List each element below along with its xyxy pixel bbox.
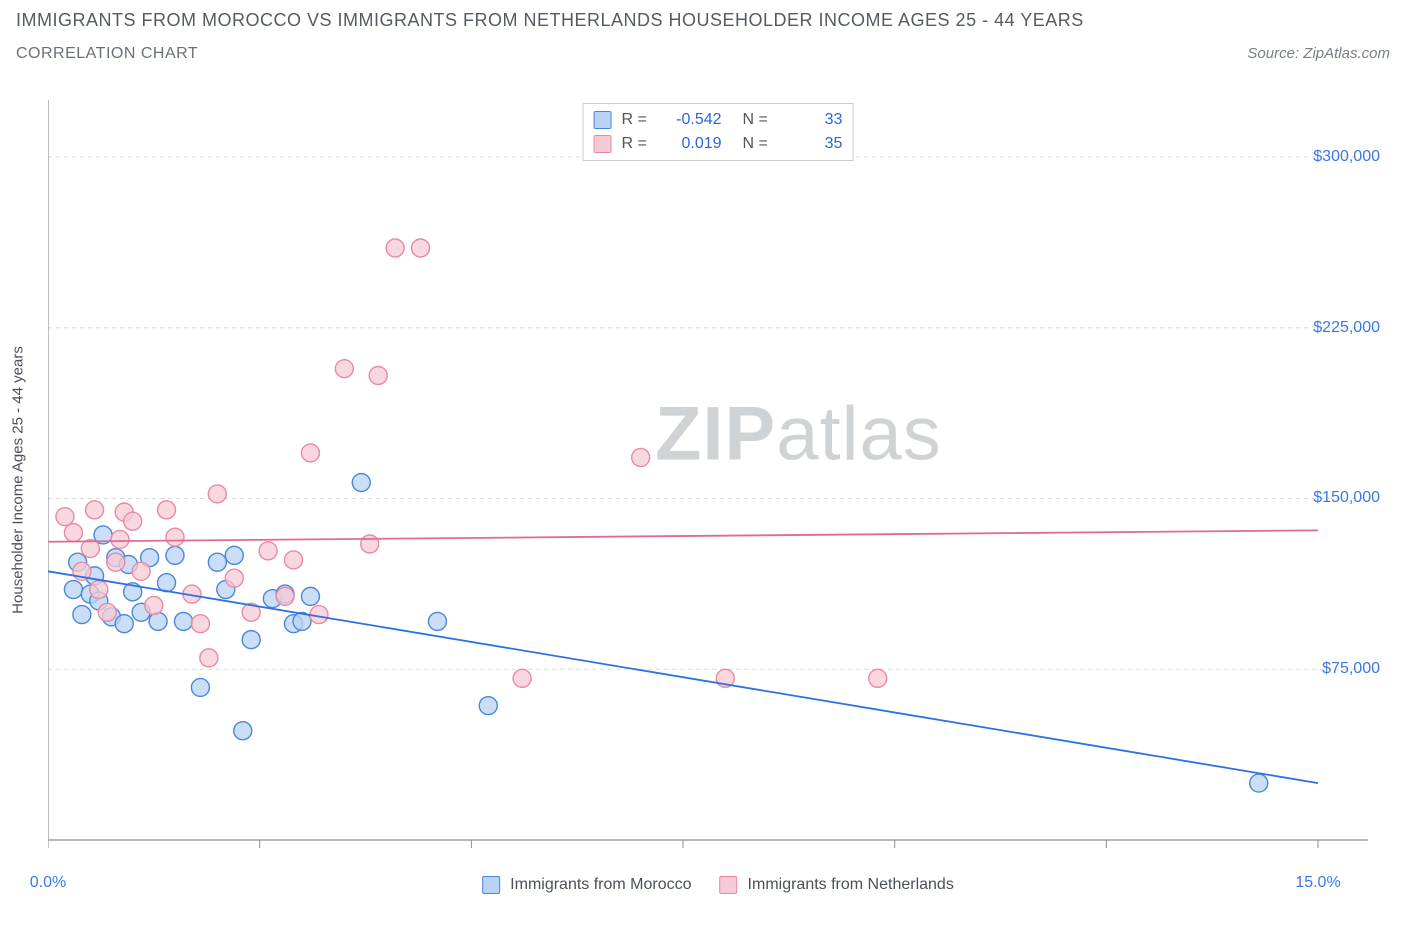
chart-title: IMMIGRANTS FROM MOROCCO VS IMMIGRANTS FR… [16, 10, 1390, 31]
n-label: N = [742, 132, 776, 156]
n-label: N = [742, 108, 776, 132]
legend-item: Immigrants from Morocco [482, 876, 691, 894]
x-tick-label: 15.0% [1295, 874, 1340, 892]
y-tick-label: $75,000 [1322, 660, 1380, 678]
legend-item: Immigrants from Netherlands [720, 876, 954, 894]
legend-swatch [594, 135, 612, 153]
legend-row: R =-0.542 N =33 [594, 108, 843, 132]
chart-source: Source: ZipAtlas.com [1247, 45, 1390, 62]
y-axis-label: Householder Income Ages 25 - 44 years [10, 346, 27, 614]
scatter-plot [48, 100, 1388, 860]
chart-area: Householder Income Ages 25 - 44 years ZI… [48, 100, 1388, 860]
legend-swatch [594, 111, 612, 129]
source-name: ZipAtlas.com [1303, 45, 1390, 62]
legend-swatch [482, 876, 500, 894]
n-value: 35 [782, 132, 842, 156]
y-tick-label: $300,000 [1313, 148, 1380, 166]
r-label: R = [622, 132, 656, 156]
chart-header: IMMIGRANTS FROM MOROCCO VS IMMIGRANTS FR… [16, 10, 1390, 63]
y-tick-label: $225,000 [1313, 319, 1380, 337]
series-legend: Immigrants from Morocco Immigrants from N… [482, 876, 954, 894]
x-tick-label: 0.0% [30, 874, 66, 892]
chart-subtitle: CORRELATION CHART [16, 45, 198, 63]
legend-swatch [720, 876, 738, 894]
subtitle-row: CORRELATION CHART Source: ZipAtlas.com [16, 45, 1390, 63]
y-tick-label: $150,000 [1313, 489, 1380, 507]
n-value: 33 [782, 108, 842, 132]
correlation-legend: R =-0.542 N =33R =0.019 N =35 [583, 103, 854, 161]
source-label: Source: [1247, 45, 1299, 62]
r-label: R = [622, 108, 656, 132]
r-value: 0.019 [662, 132, 722, 156]
r-value: -0.542 [662, 108, 722, 132]
legend-label: Immigrants from Netherlands [748, 876, 954, 894]
legend-row: R =0.019 N =35 [594, 132, 843, 156]
legend-label: Immigrants from Morocco [510, 876, 691, 894]
